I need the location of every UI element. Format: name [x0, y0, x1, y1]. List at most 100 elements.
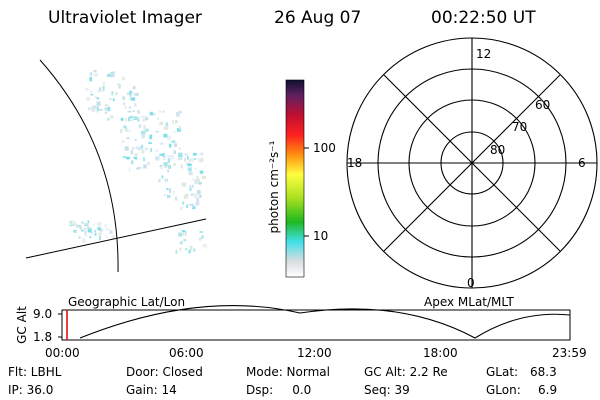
mlt-label-12: 12 [476, 47, 492, 61]
aurora-speckle [73, 229, 77, 233]
aurora-speckle [84, 233, 88, 237]
colorbar-tick-10: 10 [313, 229, 329, 243]
colorbar [285, 79, 309, 278]
aurora-speckle [125, 156, 131, 160]
aurora-speckle [181, 230, 186, 233]
aurora-speckle [110, 71, 114, 74]
instrument-title: Ultraviolet Imager [48, 8, 202, 28]
geographic-image-panel [25, 59, 208, 273]
aurora-speckle [188, 171, 193, 176]
colorbar-unit-label: photon cm⁻²s⁻¹ [267, 140, 281, 234]
aurora-speckle [91, 106, 95, 111]
aurora-speckle [187, 163, 192, 167]
aurora-speckle [186, 204, 189, 208]
aurora-speckle [199, 231, 204, 233]
aurora-speckle [156, 117, 159, 120]
aurora-speckle [202, 244, 208, 248]
aurora-speckle [193, 193, 195, 197]
timeline-y-tick-9: 9.0 [33, 307, 53, 321]
aurora-speckle [166, 154, 171, 157]
aurora-speckle [152, 113, 156, 116]
aurora-speckle [190, 193, 193, 196]
aurora-speckle [136, 145, 138, 148]
aurora-speckle [130, 97, 136, 101]
aurora-speckle [185, 193, 189, 198]
aurora-speckle [167, 135, 171, 140]
lat-label-60: 60 [535, 98, 551, 112]
aurora-speckle [98, 235, 101, 241]
aurora-speckle [161, 164, 164, 168]
aurora-speckle [196, 175, 198, 180]
aurora-speckle [168, 143, 172, 148]
aurora-speckle [181, 206, 184, 209]
altitude-curve [79, 305, 571, 339]
status-ip: IP: 36.0 [8, 383, 54, 397]
time-label: 00:22:50 UT [431, 8, 536, 28]
status-gc-alt: GC Alt: 2.2 Re [364, 365, 448, 379]
aurora-speckle [97, 222, 102, 227]
aurora-speckle [147, 161, 150, 165]
aurora-speckle [104, 111, 107, 114]
aurora-speckle [174, 143, 178, 148]
aurora-speckle [133, 116, 138, 120]
status-filter: Flt: LBHL [8, 365, 62, 379]
aurora-speckle [89, 77, 92, 82]
aurora-speckle [175, 120, 178, 124]
aurora-speckle [93, 223, 95, 226]
aurora-speckle [88, 227, 92, 230]
aurora-speckle [107, 73, 112, 77]
aurora-speckle [110, 73, 115, 78]
timeline-x-tick-0600: 06:00 [169, 346, 204, 360]
aurora-speckle [90, 93, 94, 96]
lat-label-70: 70 [512, 120, 528, 134]
timeline-y-label: GC Alt [15, 306, 29, 344]
aurora-speckle [69, 224, 74, 226]
aurora-speckle [181, 183, 187, 187]
aurora-speckle [141, 130, 146, 135]
aurora-speckle [163, 126, 168, 130]
aurora-speckle [178, 147, 181, 150]
aurora-speckle [84, 223, 89, 227]
aurora-speckle [198, 237, 202, 241]
aurora-speckle [180, 207, 182, 211]
aurora-speckle [133, 156, 138, 159]
aurora-speckle [162, 156, 167, 160]
aurora-speckle [189, 185, 191, 188]
aurora-speckle [126, 137, 130, 139]
aurora-speckle [115, 92, 118, 96]
aurora-speckle [109, 230, 113, 234]
aurora-speckle [129, 106, 131, 109]
status-door: Door: Closed [126, 365, 203, 379]
aurora-speckle [196, 198, 199, 202]
aurora-speckle [143, 164, 147, 169]
aurora-speckle [132, 86, 136, 90]
aurora-speckle [99, 87, 102, 91]
aurora-speckle [81, 221, 84, 224]
aurora-speckle [134, 153, 138, 156]
aurora-speckle [94, 229, 97, 233]
aurora-speckle [82, 238, 86, 243]
aurora-speckle [182, 201, 185, 205]
aurora-speckle [200, 152, 204, 156]
aurora-speckle [97, 90, 101, 93]
aurora-speckle [142, 115, 146, 118]
aurora-speckle [190, 246, 193, 251]
aurora-speckle [188, 249, 191, 254]
aurora-speckle [159, 110, 161, 113]
aurora-speckle [149, 111, 153, 116]
status-glon-label: GLon: [486, 383, 521, 397]
aurora-speckle [187, 156, 189, 160]
aurora-speckle [149, 134, 153, 139]
aurora-speckle [88, 107, 91, 111]
status-glat-value: 68.3 [530, 365, 557, 379]
timeline-y-tick-1-8: 1.8 [33, 330, 53, 344]
aurora-speckle [195, 167, 197, 171]
aurora-speckle [169, 188, 172, 193]
aurora-speckle [134, 139, 137, 141]
lat-label-80: 80 [490, 143, 506, 157]
grid-line [25, 218, 207, 259]
mlt-label-0: 0 [467, 276, 475, 290]
aurora-speckle [201, 175, 206, 180]
aurora-speckle [130, 150, 133, 155]
